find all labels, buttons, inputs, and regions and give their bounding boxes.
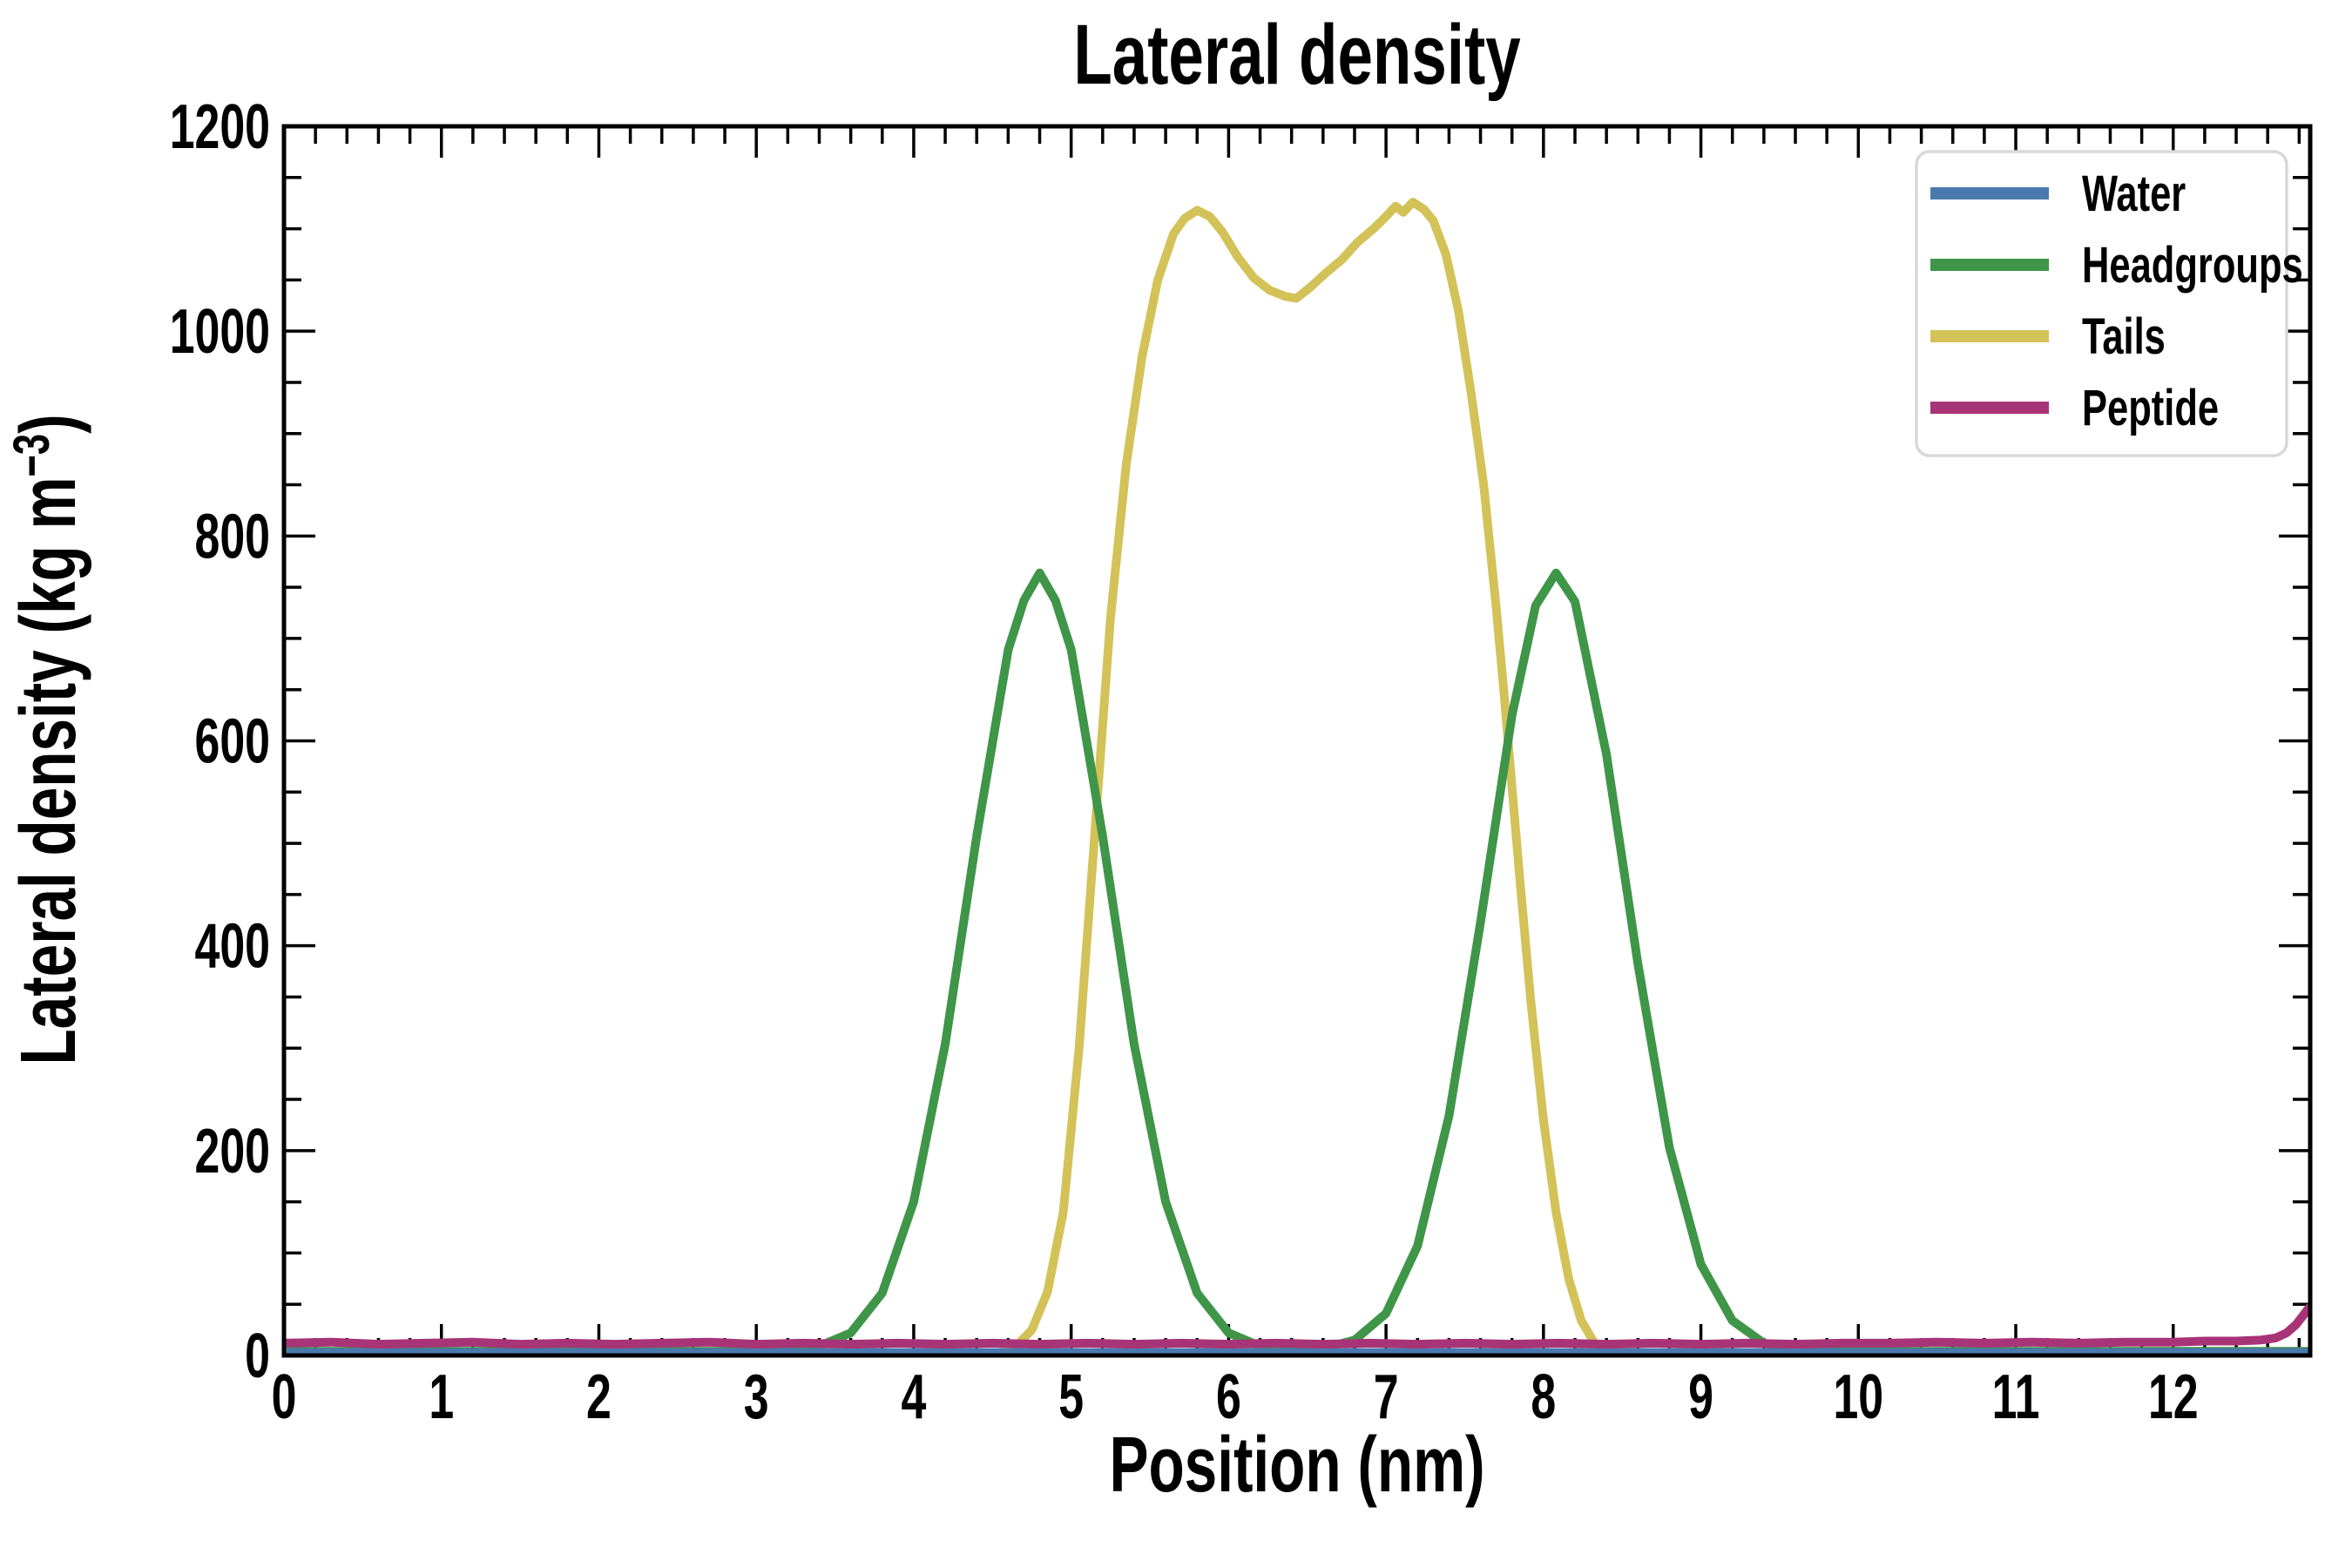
legend: Water Headgroups Tails Peptide [1915, 150, 2303, 457]
legend-label-peptide: Peptide [2082, 380, 2219, 436]
x-tick-label: 0 [272, 1362, 297, 1432]
y-tick-label: 200 [195, 1117, 270, 1186]
plot-border [281, 124, 2313, 1358]
legend-item-headgroups: Headgroups [1930, 237, 2303, 293]
y-tick-label: 800 [195, 502, 270, 571]
chart-title: Lateral density [1073, 8, 1521, 103]
y-tick-label: 1000 [170, 297, 270, 367]
y-tick-label: 0 [245, 1321, 270, 1391]
legend-box [1915, 150, 2288, 457]
x-tick-label: 8 [1531, 1362, 1556, 1432]
series-line-peptide [284, 1303, 2310, 1349]
x-tick-label: 5 [1058, 1362, 1084, 1432]
y-axis-label: Lateral density (kg m−3) [3, 414, 91, 1064]
x-tick-label: 2 [586, 1362, 612, 1432]
x-tick-label: 11 [1992, 1362, 2040, 1432]
x-tick-label: 3 [744, 1362, 769, 1432]
series-line-headgroups [284, 568, 2310, 1355]
y-tick-label: 1200 [170, 92, 270, 162]
x-tick-label: 4 [902, 1362, 927, 1432]
x-tick-label: 1 [429, 1362, 454, 1432]
y-tick-label: 400 [195, 911, 270, 981]
series-line-tails [284, 198, 2310, 1355]
x-tick-label: 12 [2148, 1362, 2199, 1432]
legend-label-tails: Tails [2082, 308, 2166, 364]
x-tick-label: 7 [1374, 1362, 1399, 1432]
legend-label-headgroups: Headgroups [2082, 237, 2303, 293]
legend-item-peptide: Peptide [1930, 380, 2219, 436]
y-tick-label: 600 [195, 706, 270, 776]
x-axis-label: Position (nm) [1109, 1421, 1484, 1509]
legend-item-water: Water [1930, 166, 2186, 221]
y-axis-label-superscript: −3 [3, 434, 59, 477]
tick-marks [282, 125, 2310, 1357]
legend-item-tails: Tails [1930, 308, 2166, 364]
x-tick-label: 9 [1688, 1362, 1713, 1432]
legend-label-water: Water [2082, 166, 2186, 221]
x-tick-label: 6 [1216, 1362, 1241, 1432]
x-tick-label: 10 [1833, 1362, 1883, 1432]
